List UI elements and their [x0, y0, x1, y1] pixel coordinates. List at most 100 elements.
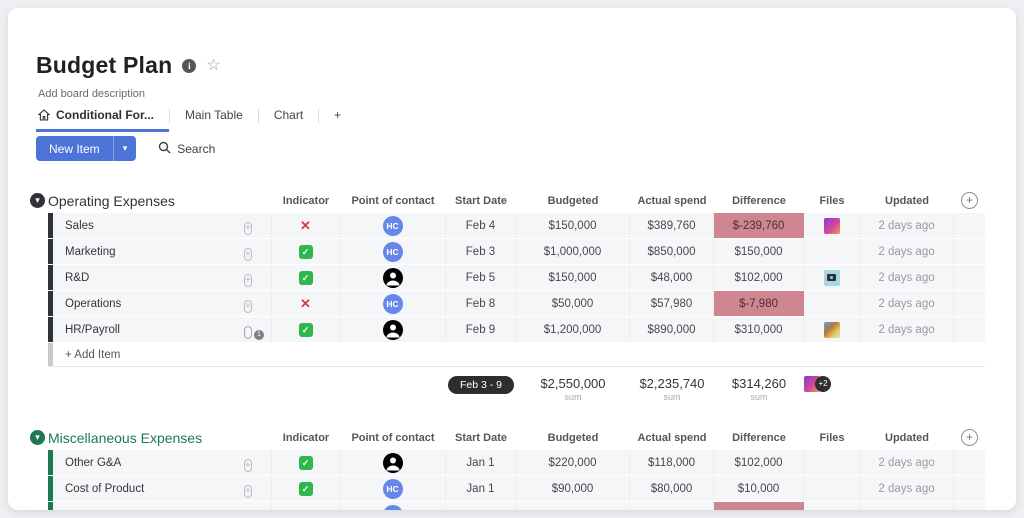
item-name[interactable]: Marketing	[65, 245, 116, 258]
chat-add-icon[interactable]	[244, 481, 261, 498]
start-date-cell[interactable]: Feb 4	[465, 219, 496, 232]
updated-cell: 2 days ago	[878, 271, 935, 284]
difference-cell[interactable]: $150,000	[734, 245, 783, 258]
search-button[interactable]: Search	[158, 141, 215, 157]
column-header-indicator[interactable]: Indicator	[282, 194, 330, 207]
indicator-check-icon[interactable]	[298, 455, 313, 470]
column-header-contact[interactable]: Point of contact	[351, 194, 435, 207]
column-header-files[interactable]: Files	[819, 194, 845, 207]
toolbar: New Item Search	[36, 136, 215, 161]
group-title[interactable]: Operating Expenses	[48, 192, 175, 209]
item-name[interactable]: R&D	[65, 271, 90, 284]
budgeted-cell[interactable]: $1,000,000	[543, 245, 602, 258]
person-avatar-icon[interactable]	[382, 319, 403, 340]
tab-main-table[interactable]: Main Table	[170, 106, 258, 132]
difference-cell[interactable]: $-239,760	[732, 219, 785, 232]
budgeted-cell[interactable]: $150,000	[548, 219, 597, 232]
indicator-check-icon[interactable]	[298, 244, 313, 259]
start-date-cell[interactable]: Feb 8	[465, 297, 496, 310]
person-avatar-icon[interactable]	[382, 267, 403, 288]
chevron-down-icon[interactable]	[114, 136, 137, 161]
column-header-updated[interactable]: Updated	[885, 194, 929, 207]
avatar[interactable]	[382, 504, 403, 510]
indicator-cross-icon[interactable]	[300, 296, 311, 312]
tab-chart[interactable]: Chart	[259, 106, 318, 132]
column-header-actual[interactable]: Actual spend	[637, 431, 707, 444]
actual-cell[interactable]: $118,000	[647, 456, 696, 469]
indicator-cross-icon[interactable]	[300, 218, 311, 234]
person-avatar-icon[interactable]	[382, 452, 403, 473]
actual-sum: $2,235,740	[639, 376, 705, 391]
column-header-difference[interactable]: Difference	[732, 194, 786, 207]
files-more-badge[interactable]: +2	[815, 376, 831, 392]
budgeted-cell[interactable]: $90,000	[551, 482, 594, 495]
add-column-icon[interactable]	[961, 192, 978, 209]
collapse-group-icon[interactable]	[30, 430, 45, 445]
start-date-cell[interactable]: Feb 5	[465, 271, 496, 284]
indicator-check-icon[interactable]	[298, 481, 313, 496]
column-header-difference[interactable]: Difference	[732, 431, 786, 444]
actual-cell[interactable]: $890,000	[647, 323, 696, 336]
file-thumbnail[interactable]	[823, 269, 840, 286]
chat-add-icon[interactable]	[244, 507, 261, 510]
favorite-star-icon[interactable]	[206, 58, 220, 74]
column-header-budgeted[interactable]: Budgeted	[547, 194, 599, 207]
indicator-check-icon[interactable]	[298, 322, 313, 337]
actual-cell[interactable]: $850,000	[647, 245, 696, 258]
difference-cell[interactable]: $10,000	[737, 482, 780, 495]
collapse-group-icon[interactable]	[30, 193, 45, 208]
column-header-contact[interactable]: Point of contact	[351, 431, 435, 444]
chat-add-icon[interactable]	[244, 244, 261, 261]
chat-add-icon[interactable]	[244, 270, 261, 287]
tab-conditional-formatting[interactable]: Conditional For...	[36, 106, 169, 132]
column-header-indicator[interactable]: Indicator	[282, 431, 330, 444]
item-name[interactable]: Cost of Product	[65, 482, 145, 495]
group-title[interactable]: Miscellaneous Expenses	[48, 429, 203, 446]
info-icon[interactable]	[182, 58, 197, 73]
column-header-start[interactable]: Start Date	[455, 431, 507, 444]
difference-cell[interactable]: $102,000	[734, 271, 783, 284]
avatar[interactable]: HC	[382, 241, 403, 262]
chat-count-icon[interactable]: 1	[244, 322, 264, 340]
column-header-files[interactable]: Files	[819, 431, 845, 444]
new-item-button[interactable]: New Item	[36, 136, 137, 161]
actual-cell[interactable]: $80,000	[650, 482, 693, 495]
actual-cell[interactable]: $48,000	[650, 271, 693, 284]
actual-cell[interactable]: $57,980	[650, 297, 693, 310]
chat-add-icon[interactable]	[244, 455, 261, 472]
group-header: Miscellaneous Expenses Indicator Point o…	[30, 425, 985, 450]
item-name[interactable]: Operations	[65, 297, 122, 310]
budgeted-cell[interactable]: $1,200,000	[543, 323, 602, 336]
chat-add-icon[interactable]	[244, 296, 261, 313]
difference-cell[interactable]: $-7,980	[738, 297, 778, 310]
add-item-row[interactable]: + Add Item	[48, 343, 985, 367]
column-header-budgeted[interactable]: Budgeted	[547, 431, 599, 444]
difference-cell[interactable]: $102,000	[734, 456, 783, 469]
item-name[interactable]: HR/Payroll	[65, 323, 120, 336]
budgeted-cell[interactable]: $50,000	[551, 297, 594, 310]
file-thumbnail[interactable]	[823, 321, 840, 338]
avatar[interactable]: HC	[382, 293, 403, 314]
start-date-cell[interactable]: Feb 3	[465, 245, 496, 258]
budgeted-cell[interactable]: $150,000	[548, 271, 597, 284]
column-header-updated[interactable]: Updated	[885, 431, 929, 444]
file-thumbnail[interactable]	[823, 217, 840, 234]
item-name[interactable]: Sales	[65, 219, 94, 232]
board-description[interactable]: Add board description	[38, 88, 146, 100]
start-date-cell[interactable]: Jan 1	[466, 456, 495, 469]
start-date-cell[interactable]: Jan 1	[466, 482, 495, 495]
avatar[interactable]: HC	[382, 215, 403, 236]
avatar[interactable]: HC	[382, 478, 403, 499]
tab-add[interactable]: +	[319, 106, 356, 132]
item-name[interactable]: Other G&A	[65, 456, 122, 469]
add-column-icon[interactable]	[961, 429, 978, 446]
indicator-check-icon[interactable]	[298, 270, 313, 285]
start-date-cell[interactable]: Feb 9	[465, 323, 496, 336]
updated-cell: 2 days ago	[878, 482, 935, 495]
actual-cell[interactable]: $389,760	[647, 219, 696, 232]
difference-cell[interactable]: $310,000	[734, 323, 783, 336]
column-header-start[interactable]: Start Date	[455, 194, 507, 207]
chat-add-icon[interactable]	[244, 218, 261, 235]
budgeted-cell[interactable]: $220,000	[548, 456, 597, 469]
column-header-actual[interactable]: Actual spend	[637, 194, 707, 207]
